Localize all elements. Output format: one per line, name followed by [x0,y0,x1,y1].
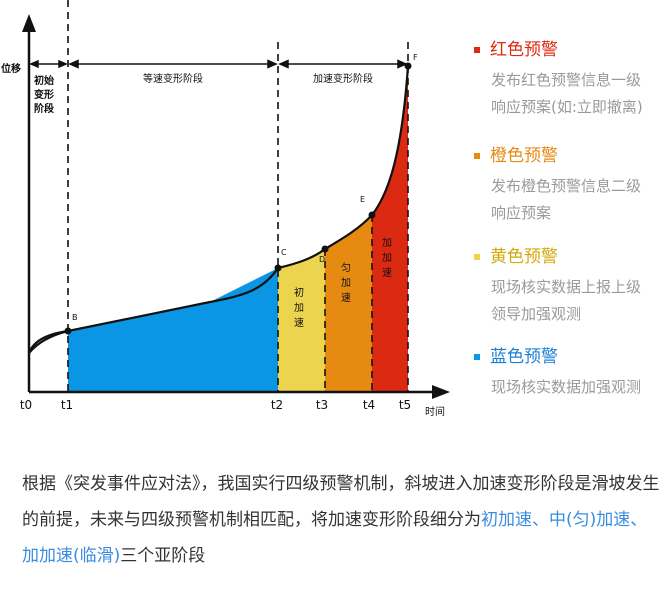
x-axis-label: 时间 [425,405,445,418]
legend-red: 红色预警 发布红色预警信息一级 响应预案(如:立即撤离) [474,38,671,121]
legend-yellow-desc-2: 领导加强观测 [491,305,582,323]
orange-zone [325,215,372,392]
legend-orange-title: 橙色预警 [490,146,558,166]
point-b-marker [64,327,72,335]
zone-initial-accel-3: 速 [294,317,304,329]
paragraph-text-2: 三个亚阶段 [120,546,206,566]
legend-blue: 蓝色预警 现场核实数据加强观测 [474,345,671,401]
y-axis-arrow [22,14,36,32]
yellow-square-icon [474,254,480,260]
legend-yellow: 黄色预警 现场核实数据上报上级 领导加强观测 [474,245,671,328]
zone-increasing-accel-3: 速 [382,267,392,279]
paragraph-highlight: 初加速、中(匀)加速、加加速(临滑) [22,510,648,566]
phase-initial-line-1: 初始 [34,74,54,87]
point-d-label: D [319,255,325,264]
orange-square-icon [474,153,480,159]
point-f-label: F [413,53,418,62]
slope-deformation-diagram: 位移 时间 初始 变形 阶段 等速变形阶段 加速变形阶段 初 加 速 匀 加 速… [1,0,450,418]
yellow-zone [278,249,325,392]
tick-t3: t3 [316,398,328,412]
legend-yellow-title: 黄色预警 [490,247,558,267]
legend-orange-desc-2: 响应预案 [491,204,552,222]
legend-orange: 橙色预警 发布橙色预警信息二级 响应预案 [474,144,671,227]
tick-t5: t5 [399,398,411,412]
phase-initial-line-3: 阶段 [34,102,54,115]
legend-blue-title: 蓝色预警 [490,347,558,367]
zone-uniform-accel-2: 加 [341,277,351,289]
point-c-marker [274,264,282,272]
paragraph-text-1: 根据《突发事件应对法》，我国实行四级预警机制，斜坡进入加速变形阶段是滑坡发生的前… [22,474,660,530]
legend-red-desc-2: 响应预案(如:立即撤离) [491,98,643,116]
phase-accelerating-label: 加速变形阶段 [313,72,373,85]
zone-uniform-accel-1: 匀 [341,262,351,274]
tick-t2: t2 [271,398,283,412]
zone-increasing-accel-1: 加 [382,237,392,249]
explanation-paragraph: 根据《突发事件应对法》，我国实行四级预警机制，斜坡进入加速变形阶段是滑坡发生的前… [22,466,662,574]
point-e-label: E [360,195,365,204]
curve-start-segment [28,329,69,354]
legend-red-title: 红色预警 [490,40,558,60]
legend-yellow-desc-1: 现场核实数据上报上级 [491,278,642,296]
zone-initial-accel-1: 初 [294,286,304,299]
point-f-marker [404,62,412,70]
point-b-label: B [72,313,78,322]
point-d-marker [321,245,329,253]
zone-increasing-accel-2: 加 [382,252,392,264]
phase-initial-line-2: 变形 [34,88,54,101]
legend-orange-desc-1: 发布橙色预警信息二级 [491,177,642,195]
tick-t1: t1 [61,398,73,412]
x-axis-arrow [432,385,450,399]
tick-t0: t0 [20,398,32,412]
y-axis-label: 位移 [1,62,21,75]
blue-square-icon [474,354,480,360]
blue-zone [68,268,278,392]
zone-uniform-accel-3: 速 [341,292,351,304]
point-c-label: C [281,248,287,257]
legend-red-desc-1: 发布红色预警信息一级 [491,71,642,89]
zone-initial-accel-2: 加 [294,302,304,314]
phase-constant-label: 等速变形阶段 [143,72,203,85]
tick-t4: t4 [363,398,375,412]
legend-blue-desc-1: 现场核实数据加强观测 [491,378,642,396]
point-e-marker [368,211,376,219]
red-square-icon [474,47,480,53]
